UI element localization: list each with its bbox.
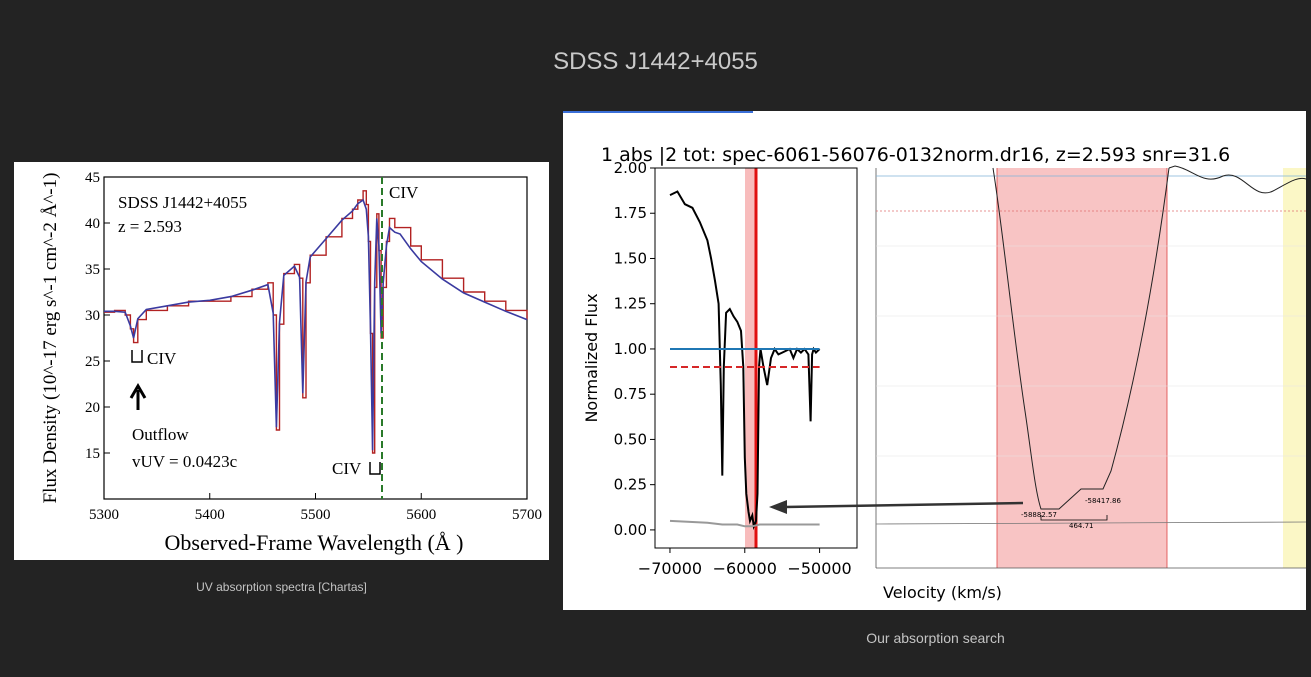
absorption-search-chart: 1 abs |2 tot: spec-6061-56076-0132norm.d… xyxy=(563,111,1307,602)
pointer-arrow-line xyxy=(784,501,1024,509)
inset-band xyxy=(997,168,1167,568)
left-x-axis-label: Observed-Frame Wavelength (Å ) xyxy=(165,530,464,555)
left-y-tick-label: 20 xyxy=(85,400,100,416)
left-y-tick-label: 45 xyxy=(85,170,100,186)
left-y-tick-label: 35 xyxy=(85,262,100,278)
uv-spectrum-chart: 5300 5400 5500 5600 5700 15 20 25 30 35 40 45 SDSS … xyxy=(40,170,542,555)
right-y-tick-label: 0.50 xyxy=(614,430,647,448)
civ-bottom-label: CIV xyxy=(332,459,362,478)
right-y-tick-label: 2.00 xyxy=(614,159,647,177)
right-y-tick-label: 0.25 xyxy=(614,476,647,494)
outflow-label: Outflow xyxy=(132,425,189,444)
right-y-tick-label: 1.25 xyxy=(614,295,647,313)
left-x-tick-label: 5400 xyxy=(195,507,225,523)
uv-spectrum-panel: 5300 5400 5500 5600 5700 15 20 25 30 35 40 45 SDSS … xyxy=(14,162,549,560)
right-y-axis-label: Normalized Flux xyxy=(582,293,601,422)
velocity-label: vUV = 0.0423c xyxy=(132,452,238,471)
left-y-tick-label: 15 xyxy=(85,446,100,462)
left-x-tick-label: 5300 xyxy=(89,507,119,523)
inset-flux-curve xyxy=(992,165,1307,510)
abs-band xyxy=(745,168,755,548)
inset-label-right: -58417.86 xyxy=(1085,497,1121,505)
right-y-tick-label: 1.75 xyxy=(614,204,647,222)
inset-label-width: 464.71 xyxy=(1069,522,1094,530)
right-y-tick-label: 1.50 xyxy=(614,249,647,267)
left-x-tick-label: 5500 xyxy=(301,507,331,523)
left-object-label: SDSS J1442+4055 xyxy=(118,193,247,212)
right-y-tick-label: 0.75 xyxy=(614,385,647,403)
civ-left-bracket xyxy=(131,350,143,363)
left-series-line-0 xyxy=(104,190,528,454)
right-series-line-0 xyxy=(669,190,821,531)
left-y-tick-label: 25 xyxy=(85,354,100,370)
outflow-arrow xyxy=(129,383,147,410)
caption-right: Our absorption search xyxy=(866,630,1005,646)
inset-width-bracket xyxy=(1040,515,1108,521)
right-y-tick-label: 0.00 xyxy=(614,521,647,539)
left-y-axis-label: Flux Density (10^-17 erg s^-1 cm^-2 Å^-1… xyxy=(40,173,61,504)
inset-label-left: -58882.57 xyxy=(1021,511,1057,519)
left-redshift-label: z = 2.593 xyxy=(118,217,182,236)
right-x-tick-label: −50000 xyxy=(787,559,851,578)
civ-left-label: CIV xyxy=(147,349,177,368)
left-x-tick-label: 5600 xyxy=(406,507,436,523)
inset-x-axis-label: Velocity (km/s) xyxy=(883,583,1002,602)
right-series-line-1 xyxy=(669,519,820,528)
inset-yellow-band xyxy=(1283,168,1306,568)
right-plot-frame xyxy=(654,167,858,549)
right-x-tick-label: −60000 xyxy=(713,559,777,578)
left-x-tick-label: 5700 xyxy=(512,507,542,523)
caption-left: UV absorption spectra [Chartas] xyxy=(196,580,367,594)
right-y-tick-label: 1.00 xyxy=(614,340,647,358)
absorption-search-panel: 1 abs |2 tot: spec-6061-56076-0132norm.d… xyxy=(563,111,1307,610)
civ-top-label: CIV xyxy=(389,183,419,202)
pointer-arrow-head xyxy=(769,500,787,514)
right-plot-title: 1 abs |2 tot: spec-6061-56076-0132norm.d… xyxy=(601,144,1230,166)
slide-title: SDSS J1442+4055 xyxy=(553,48,758,75)
right-x-tick-label: −70000 xyxy=(638,559,702,578)
left-y-tick-label: 30 xyxy=(85,308,100,324)
left-series-line-1 xyxy=(104,198,528,451)
left-y-tick-label: 40 xyxy=(85,216,100,232)
inset-error-line xyxy=(875,521,1307,525)
civ-bottom-bracket xyxy=(369,462,381,475)
